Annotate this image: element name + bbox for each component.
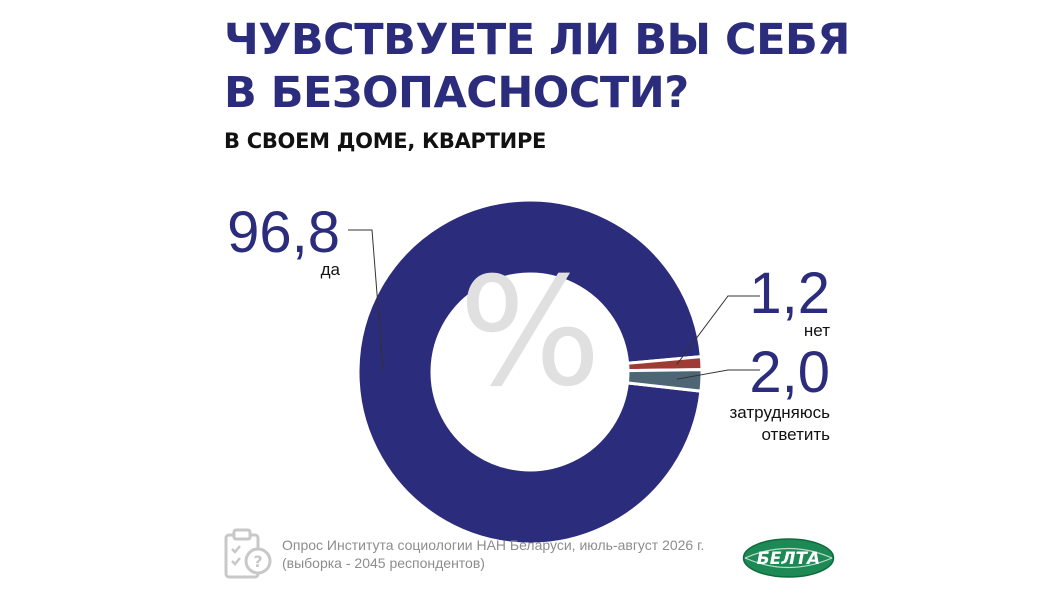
leader-line-2 (676, 369, 760, 380)
leader-line-1 (676, 295, 760, 365)
value-label-0: 96,8 (227, 200, 340, 265)
page-title: ЧУВСТВУЕТЕ ЛИ ВЫ СЕБЯ В БЕЗОПАСНОСТИ? (224, 14, 924, 120)
donut-slices (356, 198, 704, 546)
page-subtitle: В СВОЕМ ДОМЕ, КВАРТИРЕ (224, 129, 547, 153)
leader-line-0 (348, 229, 384, 371)
slice-2 (625, 368, 704, 393)
title-line-2: В БЕЗОПАСНОСТИ? (224, 68, 689, 118)
title-line-1: ЧУВСТВУЕТЕ ЛИ ВЫ СЕБЯ (224, 15, 850, 65)
slice-0 (356, 198, 703, 546)
category-label-1-0: нет (804, 321, 830, 340)
center-percent-symbol: % (459, 246, 602, 420)
svg-text:?: ? (253, 552, 262, 571)
logo-text: БЕЛТА (757, 549, 820, 569)
survey-source-note: Опрос Института социологии НАН Беларуси,… (282, 536, 704, 572)
category-label-2-1: ответить (761, 425, 830, 444)
value-label-1: 1,2 (749, 261, 830, 326)
category-label-2-0: затрудняюсь (730, 403, 831, 422)
belta-logo: БЕЛТА (742, 538, 835, 578)
category-label-0-0: да (321, 260, 341, 279)
survey-source-line-1: Опрос Института социологии НАН Беларуси,… (282, 537, 705, 553)
value-label-2: 2,0 (749, 340, 830, 405)
survey-source-line-2: (выборка - 2045 респондентов) (282, 555, 485, 571)
clipboard-question-icon: ? (224, 528, 272, 579)
